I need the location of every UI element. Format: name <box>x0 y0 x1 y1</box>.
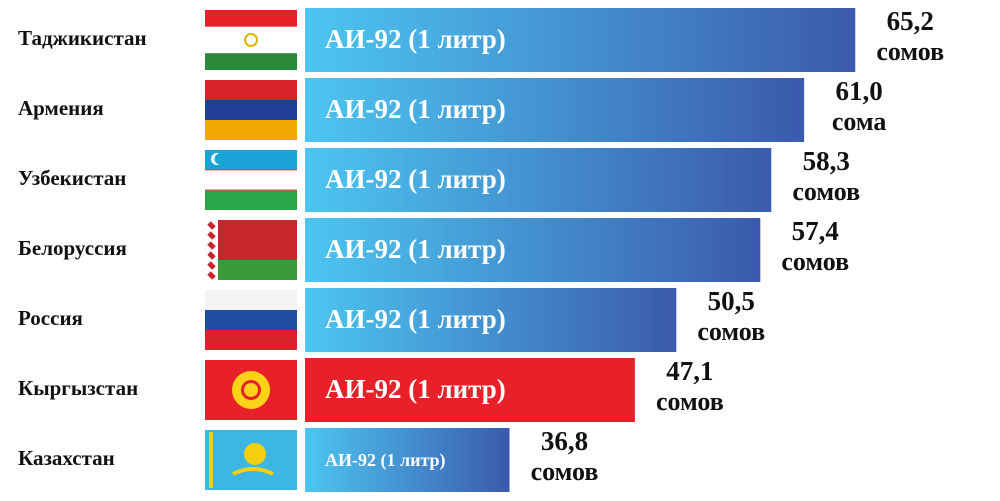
value-label: 36,8 <box>541 426 588 456</box>
bar <box>305 218 761 282</box>
bar <box>305 288 677 352</box>
value-label: 47,1 <box>666 356 713 386</box>
bar-label: АИ-92 (1 литр) <box>325 374 506 404</box>
country-label: Узбекистан <box>18 166 126 190</box>
value-unit: сомов <box>656 387 724 416</box>
bar <box>305 428 510 492</box>
bar <box>305 148 772 212</box>
flag <box>205 220 297 280</box>
bar-label: АИ-92 (1 литр) <box>325 304 506 334</box>
bar <box>305 8 856 72</box>
flag <box>205 290 297 350</box>
flag <box>205 430 297 490</box>
bar-label: АИ-92 (1 литр) <box>325 450 446 471</box>
country-label: Белоруссия <box>18 236 127 260</box>
value-unit: сома <box>832 107 887 136</box>
bar-label: АИ-92 (1 литр) <box>325 164 506 194</box>
country-label: Таджикистан <box>18 26 147 50</box>
value-label: 58,3 <box>803 146 850 176</box>
value-label: 50,5 <box>708 286 755 316</box>
country-label: Армения <box>18 96 104 120</box>
bar-label: АИ-92 (1 литр) <box>325 94 506 124</box>
country-label: Кыргызстан <box>18 376 138 400</box>
bar-label: АИ-92 (1 литр) <box>325 234 506 264</box>
flag <box>205 80 297 140</box>
value-label: 57,4 <box>792 216 839 246</box>
value-label: 65,2 <box>887 6 934 36</box>
country-label: Казахстан <box>18 446 115 470</box>
bar <box>305 358 635 422</box>
value-unit: сомов <box>697 317 765 346</box>
value-label: 61,0 <box>836 76 883 106</box>
value-unit: сомов <box>792 177 860 206</box>
value-unit: сомов <box>531 457 599 486</box>
value-unit: сомов <box>781 247 849 276</box>
bar-label: АИ-92 (1 литр) <box>325 24 506 54</box>
country-label: Россия <box>18 306 83 330</box>
flag <box>205 10 297 70</box>
flag <box>205 360 297 420</box>
bar <box>305 78 805 142</box>
flag <box>205 150 297 210</box>
value-unit: сомов <box>876 37 944 66</box>
